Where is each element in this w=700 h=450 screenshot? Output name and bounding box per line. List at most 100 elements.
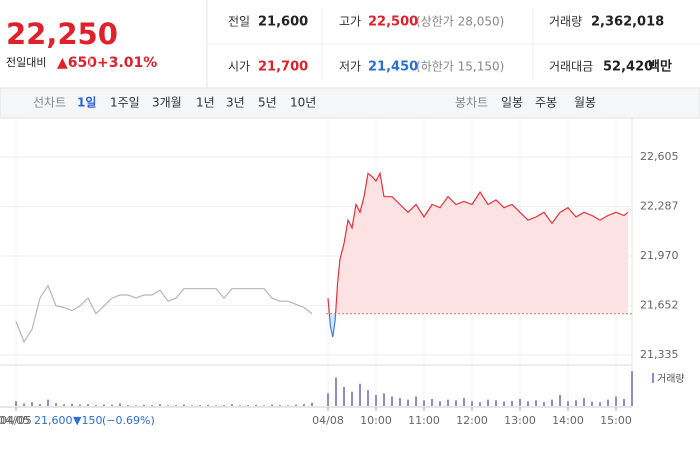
current-price: 22,250 <box>6 17 118 51</box>
x-tick-label: 10:00 <box>360 414 392 427</box>
stat-value: 21,600 <box>258 15 308 30</box>
volume-bar <box>487 399 489 406</box>
volume-bar <box>343 387 345 406</box>
tab-group-label: 선차트 <box>33 96 66 110</box>
volume-bar <box>151 405 153 406</box>
stat-label: 거래량 <box>549 15 582 29</box>
tab[interactable]: 5년 <box>258 96 277 110</box>
x-tick-label: 13:00 <box>504 414 536 427</box>
tab[interactable]: 3개월 <box>152 96 182 110</box>
volume-bar <box>143 404 145 406</box>
volume-bar <box>23 403 25 406</box>
volume-bar <box>463 398 465 406</box>
stat-value: 52,420 <box>603 60 653 75</box>
stat-value: 2,362,018 <box>591 15 664 30</box>
area <box>329 313 336 338</box>
volume-bar <box>263 405 265 406</box>
x-tick-label: 04/08 <box>312 414 344 427</box>
stat-value: 21,450 <box>368 60 418 75</box>
area <box>328 173 628 314</box>
volume-bar <box>287 405 289 406</box>
stat-label: 전일 <box>228 15 250 29</box>
stat-label: 거래대금 <box>549 60 593 74</box>
tab[interactable]: 일봉 <box>501 96 523 110</box>
volume-bar <box>303 404 305 406</box>
volume-bar <box>223 405 225 406</box>
change-rate: +3.01% <box>97 55 157 71</box>
volume-bar <box>615 396 617 406</box>
volume-bar <box>599 402 601 406</box>
stat-label: 고가 <box>339 15 361 29</box>
y-tick-label: 21,652 <box>640 299 679 312</box>
y-tick-label: 21,970 <box>640 249 679 262</box>
volume-bar <box>447 399 449 406</box>
volume-bar <box>511 400 513 406</box>
volume-bar <box>247 405 249 406</box>
volume-bar <box>575 400 577 406</box>
volume-bar <box>191 405 193 406</box>
volume-bar <box>271 404 273 406</box>
stat-note: (하한가 15,150) <box>416 60 504 74</box>
volume-bar <box>351 391 353 406</box>
volume-bar <box>423 400 425 406</box>
volume-bar <box>87 404 89 406</box>
volume-bar <box>391 396 393 406</box>
tab[interactable]: 월봉 <box>574 96 596 110</box>
volume-bar <box>231 404 233 406</box>
price-line <box>15 284 313 344</box>
volume-bar <box>535 400 537 406</box>
volume-bar <box>63 404 65 406</box>
x-tick-label: 04/05 <box>0 414 32 427</box>
volume-bar <box>359 383 361 406</box>
volume-bar <box>15 401 17 406</box>
tab[interactable]: 1일 <box>77 96 96 110</box>
volume-bar <box>207 404 209 406</box>
volume-bar <box>311 402 313 406</box>
change: ▲650 <box>57 55 97 71</box>
tab-bar <box>0 87 700 119</box>
status-change: ▼150 <box>73 414 102 427</box>
volume-bar <box>399 398 401 406</box>
volume-bar <box>583 398 585 406</box>
volume-bar <box>255 404 257 406</box>
volume-bar <box>367 390 369 406</box>
volume-bar <box>439 401 441 406</box>
tab[interactable]: 10년 <box>290 96 316 110</box>
volume-bar <box>543 402 545 406</box>
y-tick-label: 21,335 <box>640 348 679 361</box>
volume-bar <box>455 400 457 406</box>
volume-bar <box>135 405 137 406</box>
stat-label: 시가 <box>228 60 250 74</box>
volume-bar <box>631 371 633 406</box>
tab[interactable]: 주봉 <box>535 96 557 110</box>
tab-group-label: 봉차트 <box>455 96 488 110</box>
candle-tabs: 일봉 주봉 월봉 <box>501 96 596 110</box>
tab[interactable]: 3년 <box>226 96 245 110</box>
volume-bar <box>175 405 177 406</box>
volume-bar <box>431 399 433 406</box>
volume-bar <box>183 404 185 406</box>
volume-bar <box>295 404 297 406</box>
volume-bar <box>623 399 625 406</box>
volume-bar <box>111 404 113 406</box>
volume-bar <box>479 402 481 406</box>
line-tabs: 1일 1주일 3개월 1년 3년 5년 10년 <box>77 96 316 110</box>
stat-note: (상한가 28,050) <box>416 15 504 29</box>
volume-bar <box>527 401 529 406</box>
volume-bar <box>127 405 129 406</box>
tab[interactable]: 1주일 <box>110 96 140 110</box>
legend-label: 거래량 <box>657 373 685 385</box>
volume-bar <box>239 405 241 406</box>
x-tick-label: 14:00 <box>552 414 584 427</box>
volume-bar <box>471 401 473 406</box>
volume-bar <box>335 377 337 406</box>
tab[interactable]: 1년 <box>196 96 215 110</box>
volume-bar <box>375 394 377 406</box>
volume-bar <box>103 404 105 406</box>
price-line <box>327 171 629 314</box>
x-tick-label: 11:00 <box>408 414 440 427</box>
status-date: 04/05 <box>0 414 30 427</box>
stat-value: 22,500 <box>368 15 418 30</box>
